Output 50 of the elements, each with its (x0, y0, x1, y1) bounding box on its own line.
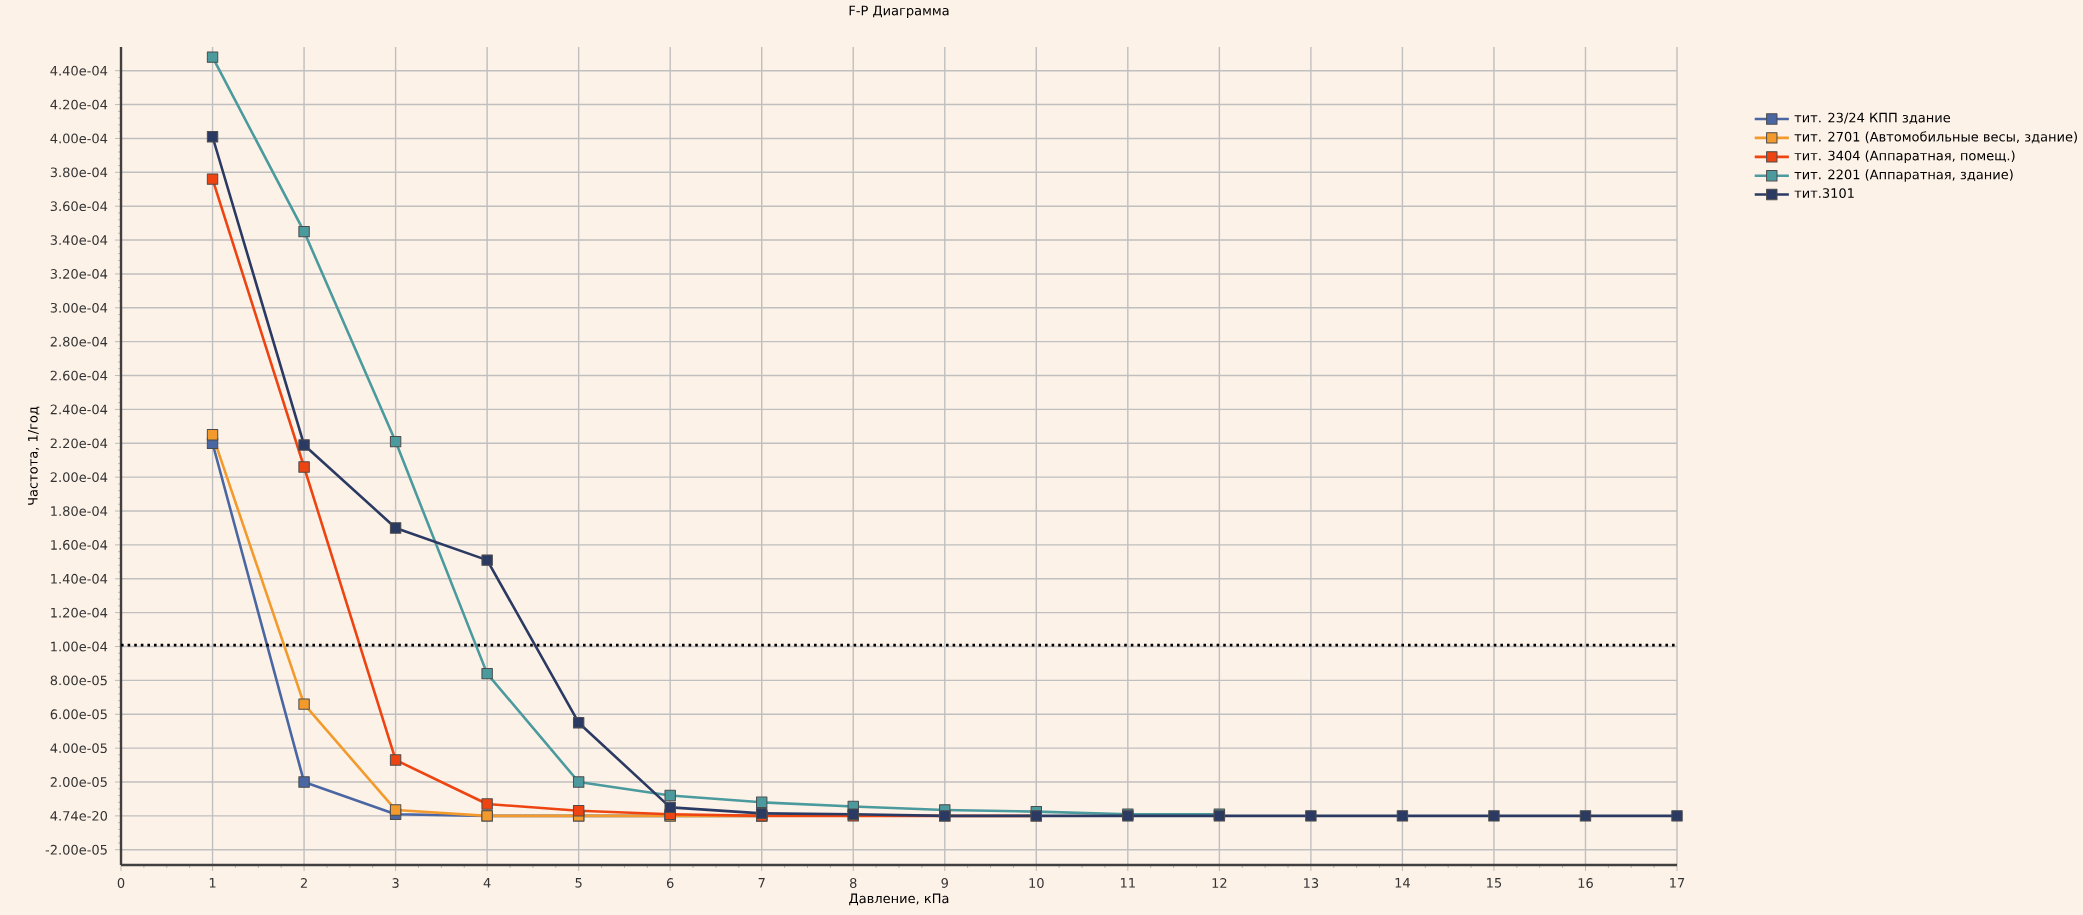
x-tick-label: 3 (392, 878, 399, 888)
y-tick-label: -2.00e-05 (45, 844, 107, 855)
y-tick-label: 2.00e-04 (50, 472, 108, 483)
legend-label: тит.3101 (1794, 188, 1854, 198)
x-tick-label: 10 (1029, 878, 1044, 888)
legend-label: тит. 3404 (Аппаратная, помещ.) (1794, 150, 2015, 163)
y-tick-label: 3.80e-04 (50, 167, 108, 178)
y-tick-label: 3.20e-04 (50, 269, 108, 279)
y-tick-label: 1.80e-04 (51, 506, 108, 516)
y-tick-label: 2.00e-05 (50, 777, 107, 787)
y-tick-label: 4.00e-04 (50, 133, 108, 144)
x-tick-label: 14 (1395, 878, 1410, 888)
x-tick-label: 17 (1670, 878, 1685, 888)
x-tick-label: 6 (666, 878, 674, 888)
x-tick-label: 16 (1578, 878, 1593, 888)
x-tick-label: 15 (1487, 878, 1502, 888)
x-tick-label: 4 (483, 878, 491, 888)
x-tick-label: 9 (941, 878, 948, 888)
y-tick-label: 4.40e-04 (50, 65, 108, 76)
y-tick-label: 1.40e-04 (51, 573, 108, 584)
legend-label: тит. 2701 (Автомобильные весы, здание) (1794, 131, 2077, 144)
legend-label: тит. 2201 (Аппаратная, здание) (1794, 169, 2013, 182)
x-tick-label: 7 (758, 878, 765, 888)
y-tick-label: 6.00e-05 (50, 709, 107, 720)
y-tick-label: 1.20e-04 (51, 607, 108, 618)
y-tick-label: 8.00e-05 (50, 675, 107, 686)
x-tick-label: 0 (117, 878, 125, 888)
chart-title: F-P Диаграмма (849, 5, 949, 18)
y-tick-label: 2.40e-04 (50, 404, 108, 415)
y-tick-label: 2.60e-04 (50, 370, 108, 381)
y-tick-label: 3.60e-04 (50, 201, 108, 212)
y-tick-label: 4.00e-05 (50, 743, 107, 754)
legend-label: тит. 23/24 КПП здание (1794, 112, 1951, 125)
x-tick-label: 2 (300, 878, 307, 888)
x-tick-label: 1 (209, 878, 216, 888)
y-tick-label: 1.60e-04 (51, 540, 108, 550)
x-tick-label: 5 (575, 878, 582, 888)
y-axis-title: Частота, 1/год (28, 406, 40, 505)
y-tick-label: 2.80e-04 (50, 336, 108, 347)
x-tick-label: 12 (1212, 878, 1227, 888)
x-tick-label: 13 (1304, 878, 1319, 888)
y-tick-label: 4.20e-04 (50, 99, 108, 110)
x-tick-label: 8 (849, 878, 857, 888)
y-tick-label: 3.40e-04 (50, 235, 108, 245)
y-tick-label: 1.00e-04 (51, 641, 108, 652)
y-tick-label: 2.20e-04 (50, 438, 108, 449)
y-tick-label: 4.74e-20 (50, 810, 108, 821)
y-tick-label: 3.00e-04 (50, 302, 108, 313)
x-axis-title: Давление, кПа (849, 893, 949, 906)
x-tick-label: 11 (1120, 878, 1135, 888)
